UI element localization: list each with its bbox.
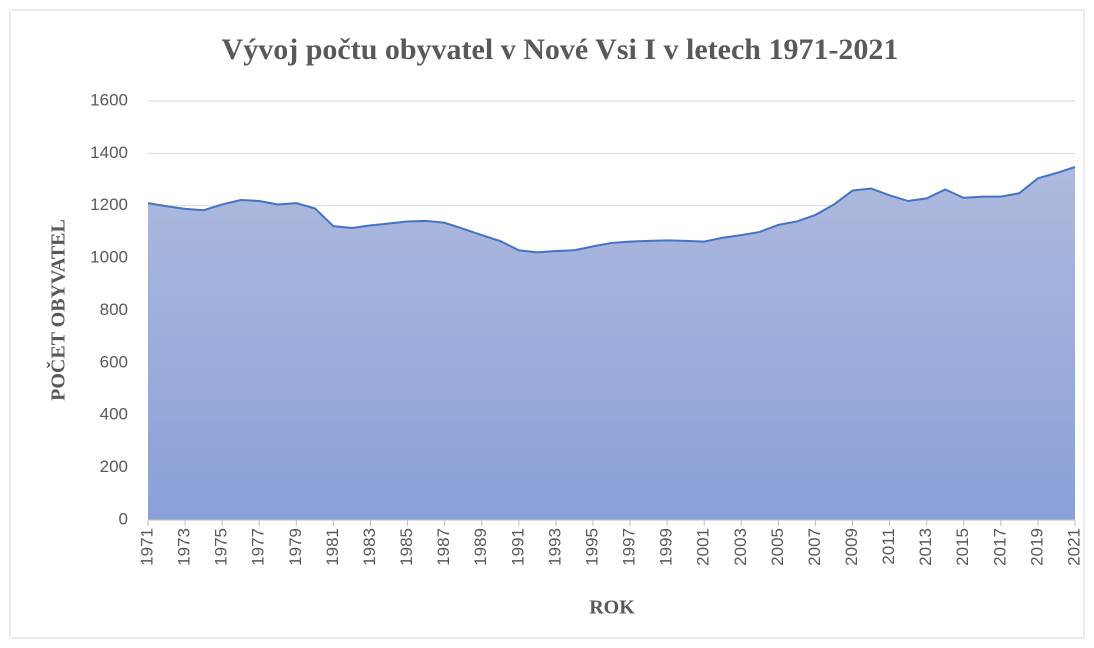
x-tick-label: 2015 [953,528,972,566]
y-tick-label: 1000 [90,248,128,267]
x-tick-label: 1999 [657,528,676,566]
x-tick-label: 1973 [175,528,194,566]
x-tick-label: 2011 [879,528,898,565]
x-tick-label: 1985 [397,528,416,566]
area [148,166,1075,520]
x-tick-label: 1997 [620,528,639,566]
x-tick-label: 1971 [137,528,156,566]
x-tick-label: 2019 [1027,528,1046,566]
x-tick-label: 2003 [731,528,750,566]
x-axis-label: ROK [589,597,635,619]
x-tick-label: 1987 [434,528,453,566]
line [147,166,1076,254]
x-tick-label: 2009 [842,528,861,566]
y-tick-label: 600 [100,352,128,371]
x-tick-label: 1979 [286,528,305,566]
x-tick-label: 1993 [545,528,564,566]
x-tick-label: 1983 [360,528,379,566]
x-tick-label: 2017 [990,528,1009,566]
y-tick-label: 0 [119,509,128,528]
x-tick-label: 2021 [1064,528,1083,566]
x-tick-label: 1991 [508,528,527,566]
y-tick-label: 200 [100,457,128,476]
x-tick-label: 2013 [916,528,935,566]
y-axis-label: POČET OBYVATEL [46,219,70,401]
x-tick-label: 1977 [249,528,268,566]
x-tick-label: 1975 [212,528,231,566]
y-tick-label: 400 [100,405,128,424]
x-tick-label: 2007 [805,528,824,566]
x-tick-label: 2005 [768,528,787,566]
y-tick-label: 1200 [90,195,128,214]
y-tick-label: 1400 [90,143,128,162]
x-tick-label: 1995 [582,528,601,566]
y-tick-label: 800 [100,300,128,319]
y-tick-label: 1600 [90,90,128,109]
x-tick-label: 2001 [694,528,713,566]
chart-title: Vývoj počtu obyvatel v Nové Vsi I v lete… [222,33,899,66]
x-tick-label: 1989 [471,528,490,566]
x-tick-label: 1981 [323,528,342,566]
